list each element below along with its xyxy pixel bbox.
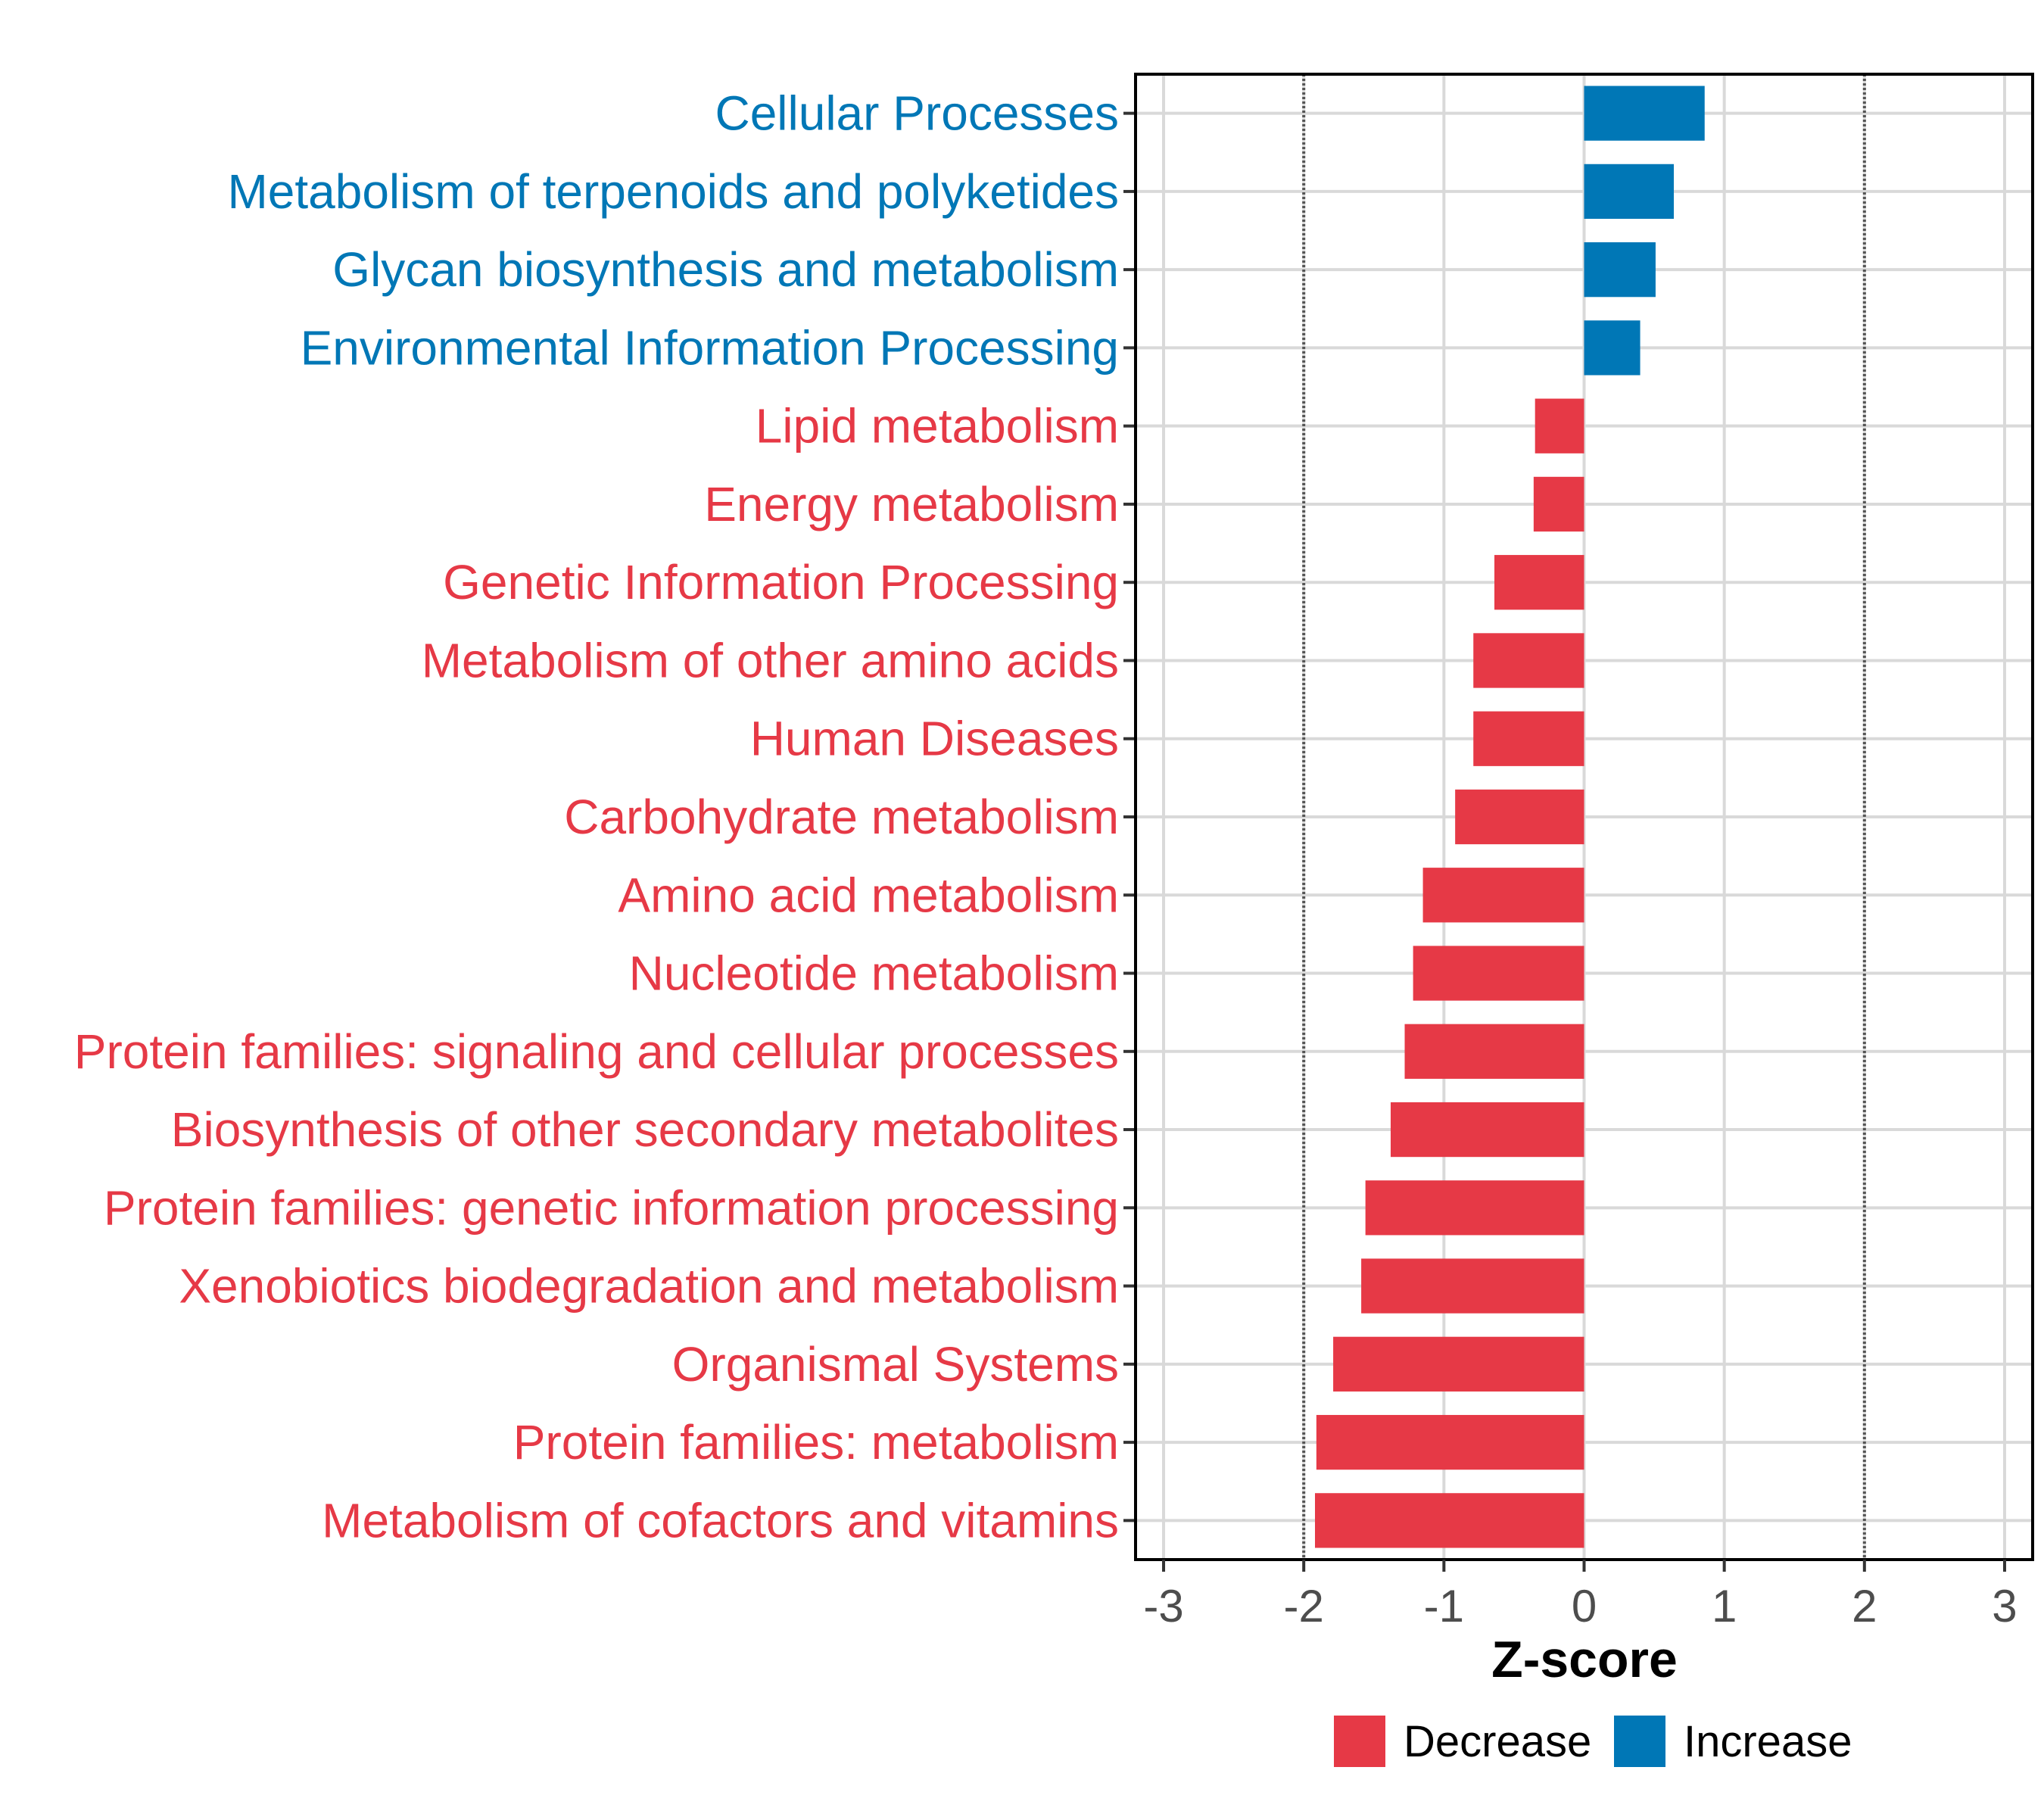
category-label: Energy metabolism — [704, 477, 1119, 531]
category-label: Metabolism of terpenoids and polyketides — [227, 164, 1119, 219]
x-axis: -3 -2 -1 0 1 2 3 — [1123, 73, 2034, 1632]
legend: Decrease Increase — [1334, 1716, 1852, 1767]
bar — [1535, 398, 1584, 453]
legend-swatch — [1614, 1716, 1665, 1767]
bar — [1422, 868, 1584, 923]
category-label: Cellular Processes — [715, 86, 1119, 141]
bar-layer — [1315, 86, 1705, 1548]
category-label: Environmental Information Processing — [301, 320, 1119, 375]
legend-label: Increase — [1684, 1717, 1852, 1766]
bar — [1333, 1336, 1584, 1392]
bar — [1315, 1493, 1584, 1548]
bar — [1413, 946, 1584, 1001]
category-label-layer: Cellular Processes Metabolism of terpenoi… — [74, 86, 1119, 1548]
bar — [1584, 320, 1640, 376]
category-label: Nucleotide metabolism — [629, 946, 1119, 1001]
category-label: Glycan biosynthesis and metabolism — [332, 242, 1119, 297]
x-tick-label: 1 — [1712, 1581, 1737, 1632]
category-label: Lipid metabolism — [756, 399, 1119, 453]
category-label: Metabolism of other amino acids — [422, 633, 1119, 687]
bar — [1584, 86, 1705, 141]
legend-swatch — [1334, 1716, 1385, 1767]
x-tick-label: 2 — [1852, 1581, 1877, 1632]
x-tick-label: 3 — [1992, 1581, 2017, 1632]
category-label: Carbohydrate metabolism — [564, 790, 1119, 844]
category-label: Genetic Information Processing — [443, 555, 1119, 609]
bar — [1473, 633, 1584, 688]
category-label: Xenobiotics biodegradation and metabolis… — [179, 1259, 1119, 1314]
x-tick-label: 0 — [1572, 1581, 1597, 1632]
x-tick-label: -2 — [1284, 1581, 1324, 1632]
bar — [1390, 1102, 1584, 1158]
bar — [1361, 1258, 1584, 1314]
x-tick-label: -3 — [1143, 1581, 1183, 1632]
category-label: Protein families: metabolism — [513, 1415, 1119, 1469]
bar — [1584, 242, 1656, 298]
category-label: Human Diseases — [750, 712, 1119, 766]
bar — [1533, 476, 1584, 532]
bar — [1584, 164, 1674, 220]
category-label: Metabolism of cofactors and vitamins — [322, 1493, 1119, 1547]
category-label: Protein families: genetic information pr… — [104, 1180, 1119, 1235]
bar — [1494, 555, 1584, 610]
bar — [1455, 789, 1584, 845]
legend-label: Decrease — [1404, 1717, 1591, 1766]
category-label: Protein families: signaling and cellular… — [74, 1024, 1119, 1079]
x-tick-label: -1 — [1424, 1581, 1464, 1632]
bar — [1365, 1180, 1584, 1236]
x-axis-title: Z-score — [1491, 1631, 1678, 1688]
bar — [1404, 1024, 1584, 1079]
category-label: Amino acid metabolism — [618, 868, 1119, 922]
bar — [1473, 711, 1584, 766]
category-label: Organismal Systems — [672, 1337, 1119, 1392]
bar — [1316, 1414, 1584, 1470]
category-label: Biosynthesis of other secondary metaboli… — [171, 1102, 1119, 1157]
